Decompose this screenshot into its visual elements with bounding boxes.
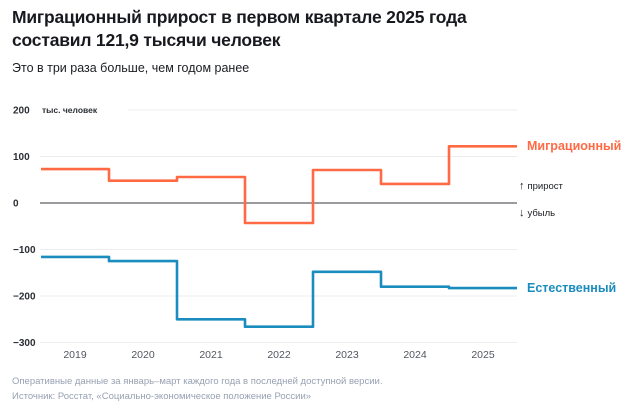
page-title: Миграционный прирост в первом квартале 2… (12, 6, 608, 52)
y-tick-label: 100 (13, 152, 30, 163)
annotation-decline: ↓ убыль (519, 207, 556, 220)
y-tick-label: 0 (13, 199, 19, 210)
y-tick-label: −200 (13, 292, 36, 303)
footer-note: Оперативные данные за январь–март каждог… (12, 376, 383, 387)
up-arrow-icon: ↑ (519, 180, 525, 192)
x-tick-label: 2024 (403, 349, 427, 361)
y-tick-label: 200 (13, 106, 30, 117)
series-line-migration (41, 145, 517, 225)
x-tick-label: 2021 (199, 349, 223, 361)
y-tick-label: −300 (13, 338, 36, 349)
x-tick-label: 2025 (471, 349, 495, 361)
page-subtitle: Это в три раза больше, чем годом ранее (12, 61, 250, 75)
x-tick-label: 2022 (267, 349, 291, 361)
x-tick-label: 2020 (131, 349, 155, 361)
y-axis-unit-label: тыс. человек (42, 105, 98, 115)
x-tick-label: 2023 (335, 349, 359, 361)
annotation-growth-label: прирост (527, 181, 563, 192)
series-label-natural: Естественный (527, 281, 617, 295)
down-arrow-icon: ↓ (519, 207, 525, 219)
series-label-migration: Миграционный (527, 139, 622, 153)
annotation-decline-label: убыль (527, 208, 556, 219)
page-title-line2: составил 121,9 тысячи человек (12, 30, 281, 50)
x-tick-label: 2019 (63, 349, 87, 361)
y-tick-label: −100 (13, 245, 36, 256)
footer-source: Источник: Росстат, «Социально-экономичес… (12, 391, 312, 402)
series-line-natural (41, 255, 517, 328)
annotation-growth: ↑ прирост (519, 180, 563, 193)
chart-canvas: 200 тыс. человек 100 0 −100 −200 −300 2019 2020 2… (13, 105, 517, 361)
page-title-line1: Миграционный прирост в первом квартале 2… (12, 7, 467, 27)
step-line-chart: 200 тыс. человек 100 0 −100 −200 −300 2019 2020 2… (0, 93, 624, 373)
